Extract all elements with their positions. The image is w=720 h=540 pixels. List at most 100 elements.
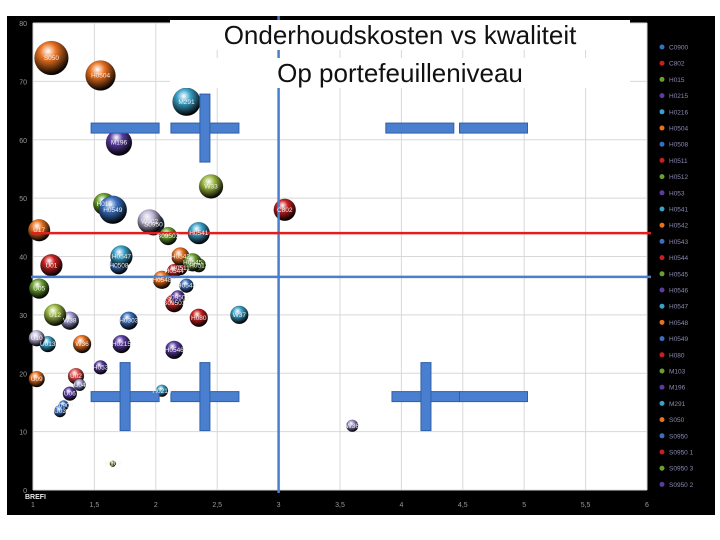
bubble-H0547	[110, 245, 133, 268]
legend-entry: H0511	[669, 158, 688, 165]
bubble-label: U10	[31, 335, 43, 342]
bubble-U04	[73, 378, 86, 392]
y-tick-label: 10	[19, 430, 27, 437]
legend-entry: S0950 3	[669, 466, 694, 473]
bubble-label: H0512	[189, 262, 209, 269]
legend-entry: S0950	[669, 433, 688, 440]
bubble-label: M291	[178, 99, 195, 106]
legend-entry: H0215	[669, 93, 689, 100]
bubble-label: H0545	[183, 259, 203, 266]
bubble-label: M196	[111, 140, 128, 147]
legend-marker	[659, 433, 665, 439]
minus-symbol	[90, 122, 160, 134]
bubble-label: U01	[45, 262, 57, 269]
legend-entry: H0504	[669, 126, 689, 133]
legend-entry: H0544	[669, 255, 689, 262]
bubble-label: H0546	[165, 347, 185, 354]
x-tick-label: 6	[645, 502, 649, 509]
legend-marker	[659, 109, 665, 115]
bubble-label: C0900	[54, 402, 74, 409]
bubble-H0215	[112, 334, 131, 354]
legend-entry: H0512	[669, 174, 689, 181]
bubble-label: W33	[204, 183, 218, 190]
plus-symbol	[90, 362, 160, 432]
legend-entry: H053	[669, 190, 685, 197]
bubble-S09502	[170, 290, 186, 305]
bubble-label: U12	[49, 312, 61, 319]
x-tick-label: 3,5	[335, 502, 345, 509]
plus-symbol	[170, 362, 240, 432]
bubble-label: H0504	[91, 73, 111, 80]
bubble-label: S09501	[163, 300, 186, 307]
bubble-H080	[189, 308, 209, 328]
bubble-label: W38	[63, 318, 77, 325]
legend-entry: H0542	[669, 223, 689, 230]
bubble-label: U04	[74, 382, 86, 389]
bubble-W33	[198, 174, 224, 199]
legend-entry: H080	[669, 352, 685, 359]
y-tick-label: 20	[19, 371, 27, 378]
legend-entry: S050	[669, 417, 685, 424]
bubble-label: H0543	[177, 283, 197, 290]
bubble-label: H0548	[152, 277, 172, 284]
y-tick-label: 50	[19, 196, 27, 203]
bubble-W36b	[346, 419, 359, 433]
chart-title-line-2: Op portefeuilleniveau	[170, 58, 630, 88]
legend-marker	[659, 352, 665, 358]
bubble-H0504	[85, 60, 116, 91]
bubble-label: W37	[233, 312, 247, 319]
x-tick-label: 3	[277, 502, 281, 509]
bubble-label: H0215	[112, 341, 132, 348]
bubble-label: U09	[31, 376, 43, 383]
x-tick-label: 2	[154, 502, 158, 509]
bubble-label: S0950	[144, 221, 163, 228]
legend-marker	[659, 303, 665, 309]
bubble-label: S09503	[157, 233, 180, 240]
legend-marker	[659, 60, 665, 66]
legend-marker	[659, 287, 665, 293]
legend-entry: H0216	[669, 109, 689, 116]
bubble-U10	[28, 329, 45, 347]
legend-entry: M103	[669, 369, 686, 376]
bubble-label: H0303	[119, 318, 139, 325]
y-tick-label: 40	[19, 255, 27, 262]
bubble-M103	[109, 460, 117, 467]
bubble-H0543	[179, 278, 194, 293]
bubble-S050	[34, 40, 69, 76]
legend-marker	[659, 206, 665, 212]
minus-symbol	[459, 391, 528, 403]
bubble-H0545	[183, 253, 202, 272]
x-tick-label: 5	[522, 502, 526, 509]
bubble-label: H0549	[103, 207, 123, 214]
legend-marker	[659, 465, 665, 471]
bubble-label: S09502	[167, 294, 190, 301]
legend-marker	[659, 271, 665, 277]
bubble-label: W36	[346, 423, 360, 430]
bubble-label: H0547	[112, 254, 132, 261]
bubble-label: H015	[96, 201, 112, 208]
bubble-label: U17	[33, 227, 45, 234]
bubble-H053	[93, 360, 108, 375]
bubble-H0549	[98, 195, 128, 225]
corner-label: BREFI	[25, 494, 46, 501]
bubble-U12	[43, 303, 67, 327]
legend-entry: H015	[669, 77, 685, 84]
legend-entry: C802	[669, 61, 685, 68]
bubble-label: U02	[70, 373, 82, 380]
x-tick-label: 5,5	[581, 502, 591, 509]
legend-entry: M196	[669, 385, 686, 392]
legend-marker	[659, 384, 665, 390]
bubble-H0546	[164, 340, 184, 360]
bubble-label: H053	[93, 364, 109, 371]
y-tick-label: 0	[23, 488, 27, 495]
scatter-chart: 0 10 20 30 40 50 60 70 80 1 1,5 2 2,5 3 3,5 4 4,5 5 5,5 6 C0…	[19, 16, 694, 509]
legend-entry: C0900	[669, 45, 689, 52]
bubble-label: S050	[44, 55, 60, 62]
x-tick-label: 4	[399, 502, 403, 509]
legend-entry: S0950 1	[669, 450, 694, 457]
bubble-label: H0544	[165, 268, 185, 275]
legend-marker	[659, 222, 665, 228]
x-tick-label: 4,5	[458, 502, 468, 509]
legend-entry: H0541	[669, 207, 689, 214]
bubble-U09	[28, 370, 45, 388]
